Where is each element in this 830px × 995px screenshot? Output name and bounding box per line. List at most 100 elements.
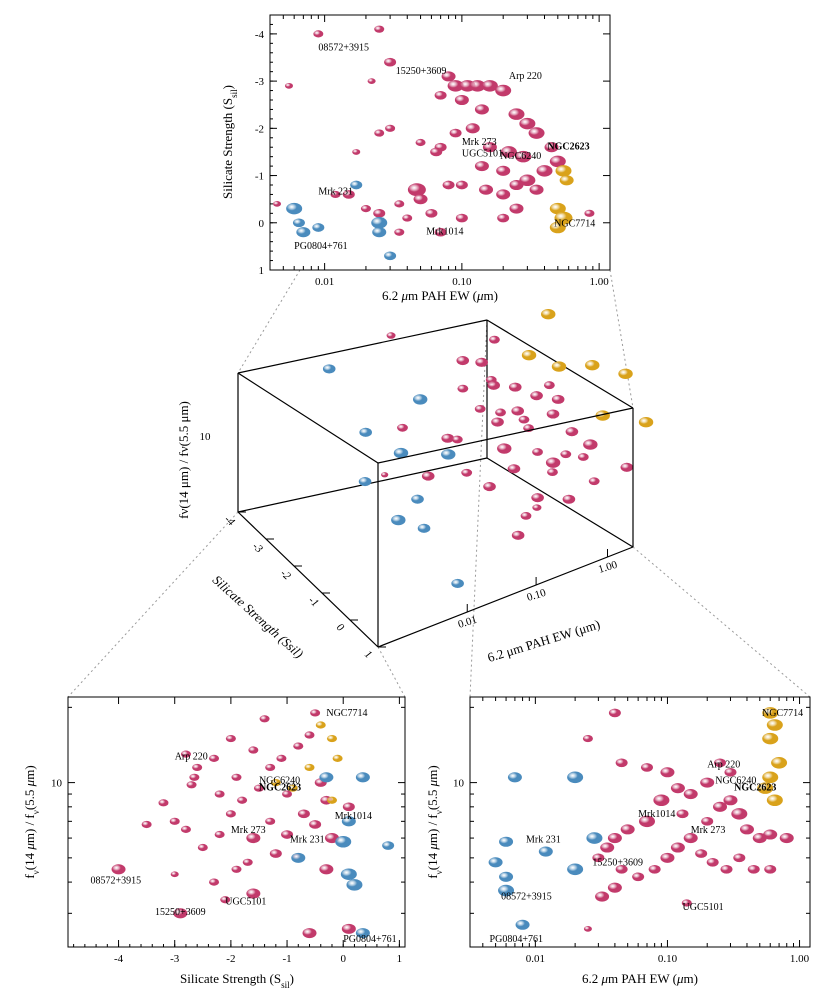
data-point: [519, 174, 536, 187]
data-point: [681, 899, 692, 907]
point-annotation: UGC5101: [225, 897, 266, 908]
cube-edge: [237, 372, 379, 464]
data-point: [259, 715, 270, 723]
zoom-guide-line: [237, 269, 301, 374]
point-annotation: Mrk1014: [638, 809, 675, 820]
cube-data-point: [386, 332, 396, 339]
point-annotation: NGC6240: [259, 776, 300, 787]
data-point: [434, 90, 447, 100]
data-point: [434, 227, 447, 237]
y-tick-label: -4: [255, 29, 265, 41]
point-annotation: 08572+3915: [318, 42, 369, 53]
data-point: [237, 796, 248, 804]
data-point: [766, 719, 783, 731]
data-point: [360, 205, 371, 213]
data-point: [508, 108, 525, 120]
data-point: [350, 180, 363, 190]
point-annotation: Mrk1014: [426, 227, 463, 238]
cube-data-point: [507, 464, 521, 474]
data-point: [384, 57, 397, 67]
data-point: [455, 213, 468, 223]
data-point: [282, 790, 293, 798]
data-point: [340, 868, 357, 880]
data-point: [695, 849, 708, 858]
data-point: [584, 209, 595, 217]
data-point: [342, 190, 355, 199]
data-point: [567, 771, 584, 784]
x-tick-label: 0.01: [526, 953, 545, 965]
data-point: [713, 801, 728, 812]
data-point: [189, 773, 200, 781]
cube-data-point: [497, 443, 512, 454]
cube-y-tick-label: -1: [306, 594, 321, 609]
data-point: [683, 789, 698, 800]
data-point: [762, 732, 779, 745]
data-point: [415, 138, 426, 147]
data-point: [549, 155, 566, 168]
bottom-right-panel: 0.01 0.10 1.00 10 NGC7714 Arp 220 NGC6240NGC2…: [425, 696, 811, 986]
cube-data-point: [577, 453, 589, 461]
cube-data-point: [583, 439, 598, 450]
data-point: [567, 863, 584, 876]
point-annotation: 08572+3915: [501, 892, 552, 903]
x-tick-label: 0.10: [452, 276, 472, 288]
data-point: [296, 227, 311, 238]
cube-data-point: [411, 494, 424, 504]
data-point: [706, 857, 719, 867]
cube-data-point: [532, 448, 543, 456]
cube-data-point: [565, 427, 579, 437]
data-point: [209, 754, 220, 762]
cube-edge: [377, 407, 634, 464]
cube-data-point: [461, 468, 473, 477]
data-point: [554, 211, 573, 225]
data-point: [731, 808, 748, 820]
point-annotation: PG0804+761: [294, 241, 347, 252]
data-point: [304, 763, 315, 772]
y-tick-label: 1: [259, 265, 265, 277]
data-point: [469, 80, 486, 92]
cube-data-point: [551, 394, 565, 404]
data-point: [413, 194, 428, 205]
data-point: [779, 833, 794, 844]
data-point: [583, 925, 592, 932]
x-tick-label: 1.00: [590, 276, 610, 288]
y-tick-label: -1: [255, 171, 264, 183]
cube-data-point: [530, 391, 543, 401]
cube-edge: [237, 319, 488, 374]
cube-data-point: [618, 368, 633, 380]
y-tick-label: 10: [453, 778, 465, 790]
x-tick-label: 1: [397, 953, 403, 965]
point-annotation: UGC5101: [683, 902, 724, 913]
data-point: [586, 832, 603, 844]
data-point: [197, 843, 208, 852]
data-point: [592, 853, 605, 863]
cube-data-point: [491, 417, 504, 427]
cube-data-point: [489, 335, 500, 344]
data-point: [231, 865, 242, 873]
point-annotation: Mrk 273: [231, 825, 266, 836]
cube-data-point: [322, 364, 336, 374]
data-point: [752, 833, 767, 844]
data-point: [291, 852, 306, 863]
data-point: [615, 864, 628, 874]
data-point: [352, 149, 361, 155]
point-annotation: NGC6240: [715, 776, 756, 787]
cube-data-point: [511, 530, 525, 540]
data-point: [660, 767, 675, 778]
cube-data-point: [511, 406, 525, 416]
cube-data-point: [457, 384, 469, 393]
data-point: [425, 209, 438, 218]
data-point: [474, 161, 489, 172]
cube-data-point: [595, 410, 610, 421]
data-point: [607, 833, 622, 844]
top-panel: 0.01 0.10 1.00 -4 -3 -2 -1 0 1 08572+3915 15250+3…: [220, 14, 611, 303]
data-point: [402, 214, 413, 222]
data-point: [394, 228, 405, 236]
data-point: [180, 825, 191, 833]
data-point: [214, 790, 225, 798]
data-point: [355, 928, 370, 939]
data-point: [496, 165, 511, 176]
data-point: [600, 842, 615, 853]
cube-data-point: [474, 404, 486, 413]
cube-z-tick-label: 10: [200, 431, 212, 443]
